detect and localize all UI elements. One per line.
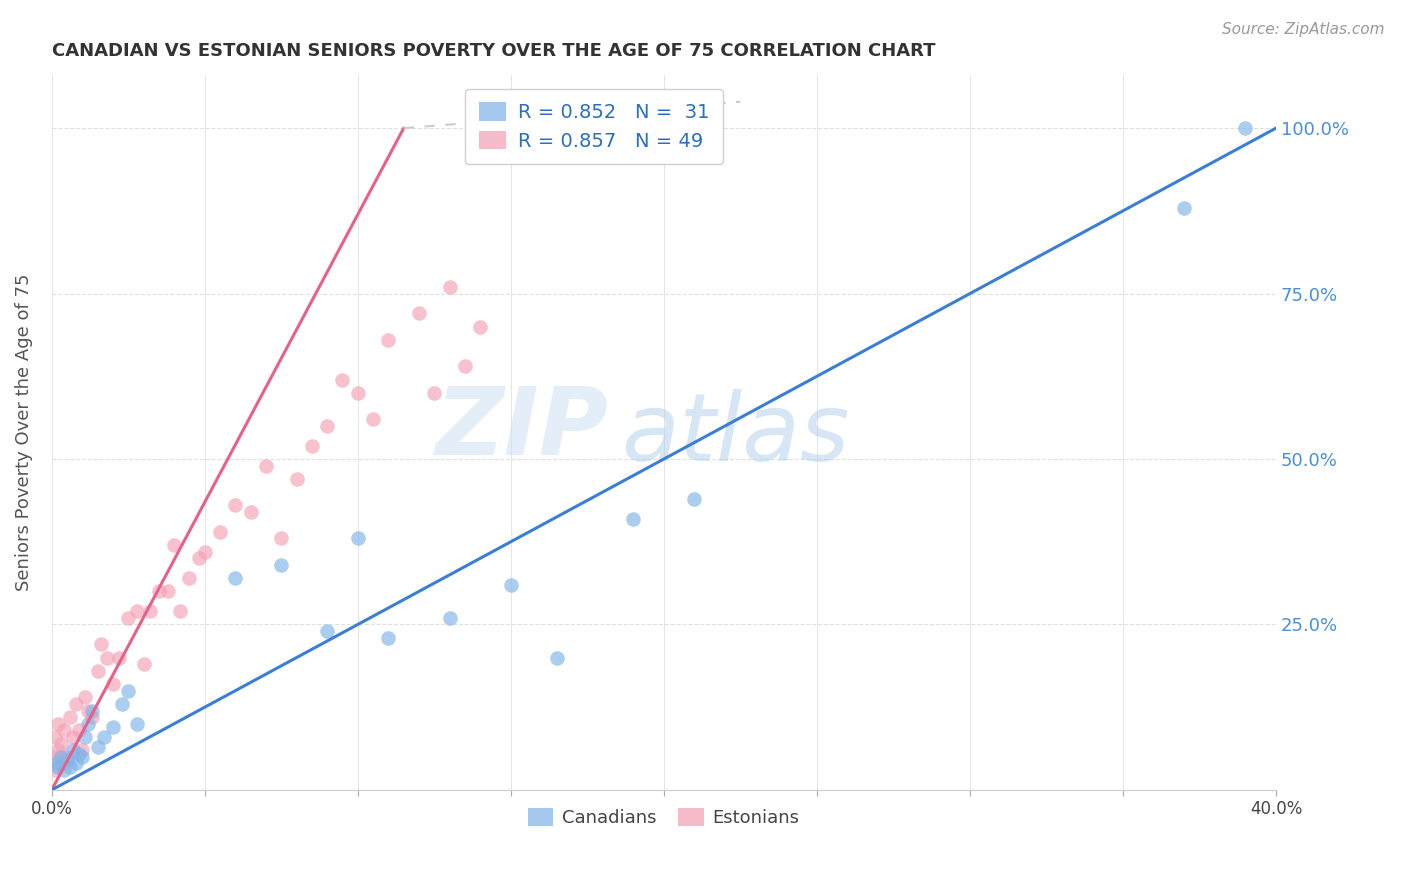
Point: [44, 763, 66, 777]
Point: [224, 499, 246, 513]
Point: [254, 458, 277, 473]
Point: [65, 756, 87, 771]
Point: [408, 306, 430, 320]
Point: [117, 683, 139, 698]
Point: [361, 412, 384, 426]
Point: [423, 385, 446, 400]
Point: [75, 690, 97, 705]
Point: [270, 532, 292, 546]
Point: [346, 532, 368, 546]
Point: [77, 716, 100, 731]
Point: [127, 604, 149, 618]
Point: [439, 611, 461, 625]
Point: [56, 749, 79, 764]
Point: [72, 749, 94, 764]
Point: [621, 511, 644, 525]
Point: [62, 743, 84, 757]
Point: [194, 544, 217, 558]
Point: [1234, 121, 1257, 136]
Point: [301, 439, 323, 453]
Y-axis label: Seniors Poverty Over the Age of 75: Seniors Poverty Over the Age of 75: [15, 274, 32, 591]
Point: [59, 760, 82, 774]
Point: [67, 747, 90, 761]
Point: [111, 697, 134, 711]
Point: [80, 704, 103, 718]
Point: [683, 491, 706, 506]
Point: [224, 571, 246, 585]
Point: [44, 730, 66, 744]
Point: [96, 650, 118, 665]
Point: [65, 697, 87, 711]
Point: [101, 720, 124, 734]
Point: [44, 749, 66, 764]
Point: [377, 631, 399, 645]
Point: [44, 756, 66, 771]
Point: [86, 739, 108, 754]
Point: [72, 743, 94, 757]
Point: [101, 677, 124, 691]
Point: [377, 333, 399, 347]
Point: [316, 624, 339, 639]
Point: [148, 584, 170, 599]
Point: [157, 584, 180, 599]
Point: [67, 723, 90, 738]
Point: [127, 716, 149, 731]
Text: atlas: atlas: [621, 389, 849, 480]
Point: [163, 538, 186, 552]
Point: [53, 723, 76, 738]
Text: Source: ZipAtlas.com: Source: ZipAtlas.com: [1222, 22, 1385, 37]
Point: [209, 524, 232, 539]
Text: CANADIAN VS ESTONIAN SENIORS POVERTY OVER THE AGE OF 75 CORRELATION CHART: CANADIAN VS ESTONIAN SENIORS POVERTY OVE…: [52, 42, 935, 60]
Point: [77, 704, 100, 718]
Point: [132, 657, 155, 672]
Point: [75, 730, 97, 744]
Point: [470, 319, 492, 334]
Point: [46, 743, 69, 757]
Legend: Canadians, Estonians: Canadians, Estonians: [520, 801, 807, 835]
Point: [187, 551, 209, 566]
Point: [62, 730, 84, 744]
Point: [59, 710, 82, 724]
Point: [53, 763, 76, 777]
Point: [239, 505, 262, 519]
Point: [179, 571, 201, 585]
Point: [499, 578, 522, 592]
Point: [285, 472, 308, 486]
Point: [346, 385, 368, 400]
Point: [90, 637, 112, 651]
Point: [138, 604, 160, 618]
Point: [56, 753, 79, 767]
Point: [316, 419, 339, 434]
Point: [93, 730, 115, 744]
Point: [46, 760, 69, 774]
Point: [332, 373, 354, 387]
Point: [169, 604, 191, 618]
Point: [270, 558, 292, 572]
Text: ZIP: ZIP: [436, 383, 609, 475]
Point: [1173, 201, 1195, 215]
Point: [86, 664, 108, 678]
Point: [117, 611, 139, 625]
Point: [439, 280, 461, 294]
Point: [46, 716, 69, 731]
Point: [108, 650, 131, 665]
Point: [49, 737, 72, 751]
Point: [80, 710, 103, 724]
Point: [454, 359, 477, 374]
Point: [546, 650, 568, 665]
Point: [49, 749, 72, 764]
